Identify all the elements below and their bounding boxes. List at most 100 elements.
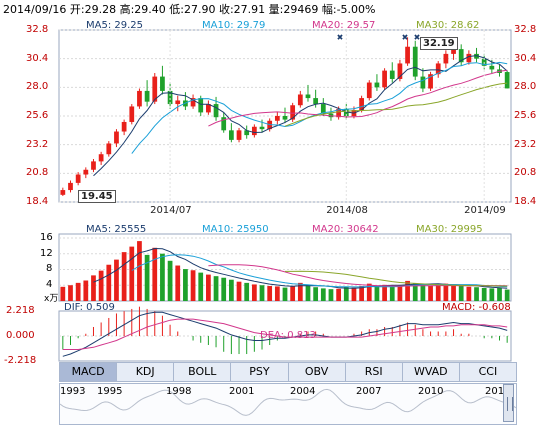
volume-bar — [152, 247, 158, 301]
price-ma-legend: MA5: 29.25 MA10: 29.79 MA20: 29.57 MA30:… — [86, 20, 526, 32]
volume-bar — [313, 287, 319, 301]
tab-rsi[interactable]: RSI — [346, 363, 403, 381]
candle-body — [121, 121, 127, 132]
macd-tick: 0.000 — [6, 330, 35, 341]
volume-bar — [251, 284, 257, 301]
volume-bar — [221, 277, 227, 301]
candle-body — [137, 90, 142, 107]
volume-ma5-label: MA5: 25555 — [86, 224, 147, 235]
volume-bar — [183, 269, 188, 301]
timeline-year: 201 — [485, 386, 505, 397]
grip-icon — [507, 397, 513, 411]
volume-tick: 4 — [46, 279, 53, 291]
tab-wvad[interactable]: WVAD — [403, 363, 460, 381]
volume-bar — [167, 260, 173, 301]
timeline-year: 2004 — [290, 386, 316, 397]
tab-boll[interactable]: BOLL — [174, 363, 232, 381]
price-tick-right: 32.8 — [514, 24, 537, 35]
volume-bar — [267, 286, 273, 301]
price-tick-left: 23.2 — [26, 138, 49, 150]
volume-bar — [213, 276, 219, 301]
candle-body — [129, 106, 135, 122]
price-ma10-label: MA10: 29.79 — [202, 20, 266, 31]
candle-body — [274, 116, 280, 121]
event-marker-icon: ✖ — [402, 33, 409, 42]
volume-bar — [244, 282, 250, 301]
dea-line — [62, 318, 508, 350]
price-tick-right: 23.2 — [514, 138, 537, 150]
candle-body — [397, 63, 403, 79]
volume-bar — [236, 281, 242, 301]
timeline-navigator[interactable] — [59, 383, 517, 425]
volume-bar — [259, 285, 265, 301]
candle-body — [144, 90, 150, 102]
volume-bar — [474, 287, 479, 301]
volume-bar — [412, 283, 418, 301]
dea-label: DEA: 0.813 — [260, 330, 316, 341]
price-tick-left: 32.8 — [26, 24, 49, 35]
candle-body — [198, 98, 204, 113]
volume-tick: 12 — [40, 247, 53, 259]
candle-body — [412, 46, 418, 77]
candle-body — [259, 126, 265, 130]
timeline-year: 2007 — [356, 386, 382, 397]
candle-body — [382, 70, 387, 88]
volume-bar — [190, 270, 196, 301]
candle-body — [305, 94, 311, 99]
volume-bar — [305, 284, 311, 301]
tab-kdj[interactable]: KDJ — [117, 363, 175, 381]
candle-body — [474, 53, 479, 59]
volume-bar — [489, 288, 495, 301]
volume-bar — [351, 287, 357, 301]
volume-ma20-line — [208, 264, 508, 287]
macd-label: MACD: -0.608 — [442, 302, 511, 313]
timeline-year: 2001 — [229, 386, 255, 397]
event-marker-icon: ✖ — [414, 33, 421, 42]
timeline-scroll-handle[interactable] — [503, 384, 514, 422]
volume-bar — [137, 241, 142, 301]
volume-bar — [144, 254, 150, 301]
candle-body — [244, 130, 250, 136]
volume-bar — [366, 283, 372, 301]
candle-body — [236, 130, 242, 140]
candle-body — [190, 98, 196, 107]
tab-cci[interactable]: CCI — [478, 365, 498, 378]
volume-bar — [206, 274, 211, 301]
volume-bar — [428, 285, 433, 301]
candle-body — [290, 105, 296, 120]
candle-body — [251, 126, 257, 136]
macd-tick: -2.218 — [4, 355, 37, 366]
volume-bar — [466, 286, 472, 301]
tab-psy[interactable]: PSY — [231, 363, 289, 381]
tab-macd[interactable]: MACD — [60, 363, 118, 381]
volume-bar — [121, 252, 127, 301]
candle-body — [91, 161, 96, 170]
volume-bar — [458, 286, 464, 301]
date-tick: 2014/07 — [150, 205, 192, 216]
price-ma20-line — [208, 69, 508, 127]
candle-body — [366, 82, 372, 99]
volume-bar — [320, 288, 326, 301]
volume-tick: 16 — [40, 231, 53, 243]
volume-bar — [359, 286, 364, 301]
tab-obv[interactable]: OBV — [289, 363, 346, 381]
price-ma5-line — [93, 55, 508, 177]
price-tick-left: 30.4 — [26, 52, 49, 64]
candle-body — [106, 143, 112, 155]
volume-bar — [382, 284, 387, 301]
volume-bar — [374, 285, 380, 301]
candle-body — [68, 182, 73, 191]
volume-bar — [451, 285, 456, 301]
candle-body — [228, 130, 234, 140]
timeline-year: 1998 — [166, 386, 192, 397]
price-tick-left: 20.8 — [26, 167, 49, 179]
volume-bar — [343, 286, 349, 301]
volume-bar — [290, 286, 296, 301]
price-ma10-line — [131, 61, 508, 154]
volume-bar — [481, 287, 487, 301]
candle-body — [83, 169, 89, 175]
volume-bar — [114, 259, 119, 301]
price-tick-left: 28.0 — [26, 81, 49, 93]
candle-body — [504, 72, 510, 89]
